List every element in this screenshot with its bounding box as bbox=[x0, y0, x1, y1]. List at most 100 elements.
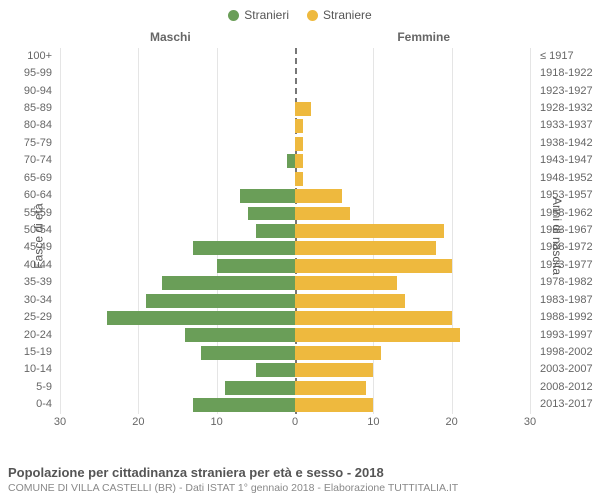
y-label-age: 75-79 bbox=[0, 137, 58, 149]
y-label-birth: 2003-2007 bbox=[534, 363, 600, 375]
bar-female bbox=[295, 363, 373, 377]
bar-row bbox=[60, 379, 530, 396]
bar-rows bbox=[60, 48, 530, 414]
legend: Stranieri Straniere bbox=[0, 0, 600, 26]
bar-male bbox=[193, 241, 295, 255]
y-label-birth: 1998-2002 bbox=[534, 346, 600, 358]
y-label-age: 20-24 bbox=[0, 329, 58, 341]
bar-male bbox=[107, 311, 295, 325]
y-label-birth: 1918-1922 bbox=[534, 67, 600, 79]
legend-item-female: Straniere bbox=[307, 8, 372, 22]
bar-female bbox=[295, 241, 436, 255]
bar-female bbox=[295, 102, 311, 116]
bar-row bbox=[60, 48, 530, 65]
y-label-age: 100+ bbox=[0, 50, 58, 62]
bar-female bbox=[295, 119, 303, 133]
bar-row bbox=[60, 327, 530, 344]
y-label-birth: 1968-1972 bbox=[534, 241, 600, 253]
y-label-age: 60-64 bbox=[0, 189, 58, 201]
bar-row bbox=[60, 222, 530, 239]
bar-row bbox=[60, 240, 530, 257]
y-label-birth: 2013-2017 bbox=[534, 398, 600, 410]
x-tick: 0 bbox=[292, 416, 298, 428]
y-label-age: 40-44 bbox=[0, 259, 58, 271]
bar-row bbox=[60, 396, 530, 413]
y-label-birth: 1943-1947 bbox=[534, 154, 600, 166]
y-label-age: 50-54 bbox=[0, 224, 58, 236]
plot-area bbox=[60, 48, 530, 414]
bar-row bbox=[60, 100, 530, 117]
y-label-birth: 1978-1982 bbox=[534, 276, 600, 288]
y-label-birth: 1993-1997 bbox=[534, 329, 600, 341]
bar-female bbox=[295, 346, 381, 360]
column-header-female: Femmine bbox=[397, 30, 450, 44]
chart-subtitle: COMUNE DI VILLA CASTELLI (BR) - Dati IST… bbox=[8, 482, 592, 494]
bar-male bbox=[240, 189, 295, 203]
bar-female bbox=[295, 224, 444, 238]
swatch-male bbox=[228, 10, 239, 21]
chart-title: Popolazione per cittadinanza straniera p… bbox=[8, 465, 592, 480]
bar-female bbox=[295, 207, 350, 221]
y-label-age: 70-74 bbox=[0, 154, 58, 166]
y-label-age: 45-49 bbox=[0, 241, 58, 253]
gridline bbox=[530, 48, 531, 414]
x-tick: 30 bbox=[524, 416, 536, 428]
bar-female bbox=[295, 259, 452, 273]
bar-row bbox=[60, 83, 530, 100]
y-label-birth: 1973-1977 bbox=[534, 259, 600, 271]
footer: Popolazione per cittadinanza straniera p… bbox=[8, 465, 592, 494]
y-label-birth: ≤ 1917 bbox=[534, 50, 600, 62]
y-label-age: 30-34 bbox=[0, 294, 58, 306]
bar-female bbox=[295, 381, 366, 395]
y-label-birth: 1923-1927 bbox=[534, 85, 600, 97]
bar-row bbox=[60, 153, 530, 170]
y-label-age: 80-84 bbox=[0, 119, 58, 131]
y-label-birth: 1928-1932 bbox=[534, 102, 600, 114]
y-label-birth: 1963-1967 bbox=[534, 224, 600, 236]
bar-row bbox=[60, 257, 530, 274]
bar-female bbox=[295, 276, 397, 290]
bar-row bbox=[60, 344, 530, 361]
bar-female bbox=[295, 172, 303, 186]
bar-row bbox=[60, 170, 530, 187]
bar-row bbox=[60, 135, 530, 152]
y-label-birth: 1938-1942 bbox=[534, 137, 600, 149]
bar-female bbox=[295, 328, 460, 342]
x-tick: 30 bbox=[54, 416, 66, 428]
bar-female bbox=[295, 154, 303, 168]
swatch-female bbox=[307, 10, 318, 21]
bar-row bbox=[60, 118, 530, 135]
y-label-age: 95-99 bbox=[0, 67, 58, 79]
legend-label-male: Stranieri bbox=[244, 8, 289, 22]
y-label-birth: 1933-1937 bbox=[534, 119, 600, 131]
bar-female bbox=[295, 189, 342, 203]
y-label-age: 0-4 bbox=[0, 398, 58, 410]
bar-male bbox=[256, 363, 295, 377]
y-label-birth: 1948-1952 bbox=[534, 172, 600, 184]
bar-male bbox=[248, 207, 295, 221]
bar-male bbox=[287, 154, 295, 168]
y-label-age: 5-9 bbox=[0, 381, 58, 393]
y-label-age: 55-59 bbox=[0, 207, 58, 219]
y-label-birth: 2008-2012 bbox=[534, 381, 600, 393]
bar-male bbox=[193, 398, 295, 412]
bar-row bbox=[60, 309, 530, 326]
bar-male bbox=[185, 328, 295, 342]
bar-female bbox=[295, 311, 452, 325]
y-label-birth: 1988-1992 bbox=[534, 311, 600, 323]
y-label-age: 65-69 bbox=[0, 172, 58, 184]
x-tick: 10 bbox=[211, 416, 223, 428]
bar-male bbox=[217, 259, 295, 273]
bar-row bbox=[60, 65, 530, 82]
legend-label-female: Straniere bbox=[323, 8, 372, 22]
bar-row bbox=[60, 362, 530, 379]
bar-male bbox=[256, 224, 295, 238]
y-label-age: 15-19 bbox=[0, 346, 58, 358]
bar-row bbox=[60, 274, 530, 291]
y-label-age: 90-94 bbox=[0, 85, 58, 97]
legend-item-male: Stranieri bbox=[228, 8, 289, 22]
bar-row bbox=[60, 205, 530, 222]
y-label-age: 85-89 bbox=[0, 102, 58, 114]
chart: Maschi Femmine Fasce di età Anni di nasc… bbox=[0, 26, 600, 446]
bar-row bbox=[60, 292, 530, 309]
